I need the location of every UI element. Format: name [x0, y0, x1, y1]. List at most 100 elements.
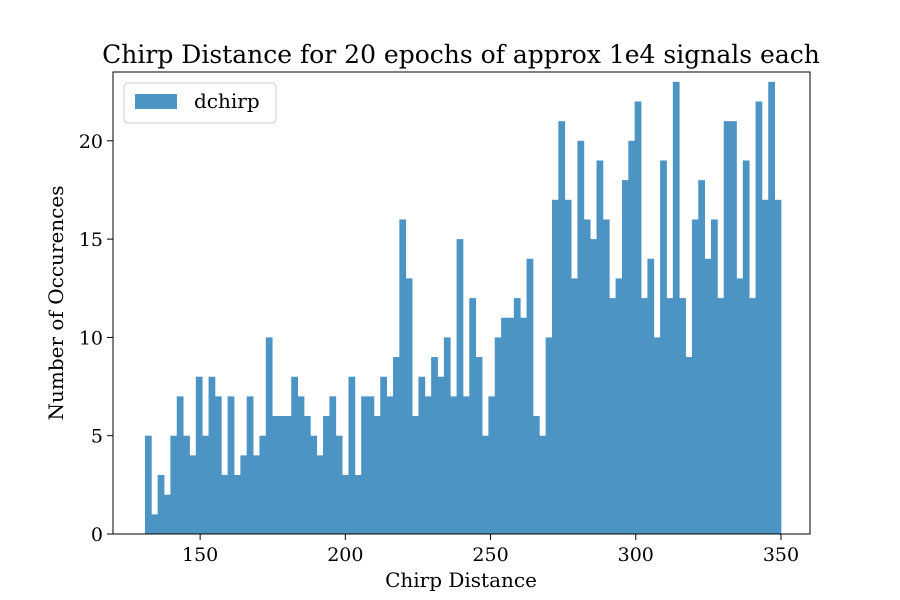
histogram-bar — [399, 219, 407, 534]
x-tick-label: 350 — [763, 544, 799, 566]
histogram-bar — [291, 376, 298, 534]
histogram-bar — [666, 298, 674, 534]
histogram-bar — [437, 376, 445, 534]
histogram-bar — [246, 396, 254, 534]
plot-frame — [112, 71, 811, 535]
histogram-bar — [634, 101, 642, 535]
histogram-bar — [195, 376, 203, 534]
legend-label: dchirp — [194, 89, 260, 113]
histogram-bar — [157, 475, 165, 534]
histogram-bar — [456, 239, 464, 535]
histogram-bar — [501, 317, 508, 534]
histogram-bar — [214, 396, 222, 534]
histogram-bar — [405, 278, 413, 534]
histogram-bar — [233, 475, 241, 534]
histogram-bar — [253, 455, 260, 534]
x-axis-ticks: 150 200 250 300 350 — [182, 534, 799, 566]
histogram-bar — [367, 396, 375, 534]
histogram-bar — [335, 435, 343, 534]
histogram-bar — [564, 199, 572, 535]
histogram-bar — [672, 81, 680, 534]
histogram-bar — [660, 160, 667, 534]
histogram-bar — [615, 278, 623, 534]
histogram-bar — [532, 416, 540, 534]
histogram-bar — [450, 396, 457, 534]
histogram-bar — [386, 396, 394, 534]
histogram-bar — [151, 514, 159, 534]
histogram-bar — [303, 416, 311, 534]
histogram-bar — [647, 258, 655, 534]
histogram-bar — [278, 416, 286, 534]
histogram-bar — [653, 337, 661, 534]
histogram-bar — [545, 337, 553, 534]
histogram-bar — [698, 180, 706, 534]
histogram-bar — [774, 199, 782, 535]
histogram-bar — [609, 298, 616, 534]
histogram-bar — [507, 317, 515, 534]
histogram-bar — [596, 160, 604, 534]
histogram-bar — [170, 435, 178, 534]
histogram-bar — [711, 219, 718, 534]
histogram-bar — [628, 140, 636, 534]
histogram-bar — [221, 475, 229, 534]
x-tick-label: 150 — [182, 544, 218, 566]
histogram-bar — [685, 357, 693, 534]
histogram-bar — [272, 416, 279, 534]
x-tick-label: 250 — [472, 544, 508, 566]
histogram-bar — [742, 160, 750, 534]
histogram-bar — [392, 357, 400, 534]
histogram-bar — [424, 396, 432, 534]
histogram-bar — [240, 455, 248, 534]
histogram-bar — [316, 455, 324, 534]
legend-box — [123, 82, 277, 124]
y-axis-ticks: 0 5 10 15 20 — [79, 131, 113, 546]
x-tick-label: 300 — [618, 544, 654, 566]
histogram-bar — [571, 278, 578, 534]
histogram-bar — [469, 298, 477, 534]
histogram-bar — [462, 396, 470, 534]
histogram-bar — [590, 239, 597, 535]
histogram-bar — [227, 396, 235, 534]
histogram-bar — [526, 258, 534, 534]
histogram-bar — [736, 278, 744, 534]
x-tick-label: 200 — [327, 544, 363, 566]
histogram-bar — [164, 494, 171, 534]
y-tick-label: 10 — [79, 327, 103, 349]
histogram-bar — [621, 180, 629, 534]
histogram-bar — [691, 219, 699, 534]
histogram-bar — [431, 357, 438, 534]
histogram-bar — [418, 376, 426, 534]
histogram-bar — [551, 199, 559, 535]
histogram-bar — [310, 435, 318, 534]
bars-group — [144, 81, 782, 535]
legend-swatch — [135, 94, 177, 109]
histogram-bar — [577, 140, 585, 534]
histogram-bar — [323, 416, 330, 534]
y-axis-label: Number of Occurences — [44, 186, 68, 421]
histogram-bar — [443, 337, 451, 534]
histogram-bar — [183, 435, 190, 534]
histogram-bar — [208, 376, 216, 534]
legend: dchirp — [123, 82, 277, 124]
histogram-bar — [297, 396, 305, 534]
histogram-bar — [361, 396, 368, 534]
y-tick-label: 5 — [91, 426, 103, 448]
y-tick-label: 15 — [79, 229, 103, 251]
histogram-bar — [730, 121, 737, 535]
chart-title: Chirp Distance for 20 epochs of approx 1… — [102, 40, 820, 69]
histogram-bar — [679, 298, 686, 534]
x-axis-label: Chirp Distance — [385, 568, 537, 592]
histogram-bar — [641, 298, 648, 534]
histogram-bar — [354, 475, 362, 534]
histogram-bar — [583, 219, 591, 534]
histogram-bar — [482, 435, 489, 534]
histogram-bar — [723, 121, 731, 535]
histogram-bar — [513, 298, 521, 534]
histogram-bar — [717, 298, 725, 534]
histogram-bar — [348, 376, 356, 534]
histogram-bar — [494, 337, 502, 534]
histogram-bar — [704, 258, 712, 534]
histogram-bar — [749, 298, 756, 534]
histogram-bar — [265, 337, 273, 534]
